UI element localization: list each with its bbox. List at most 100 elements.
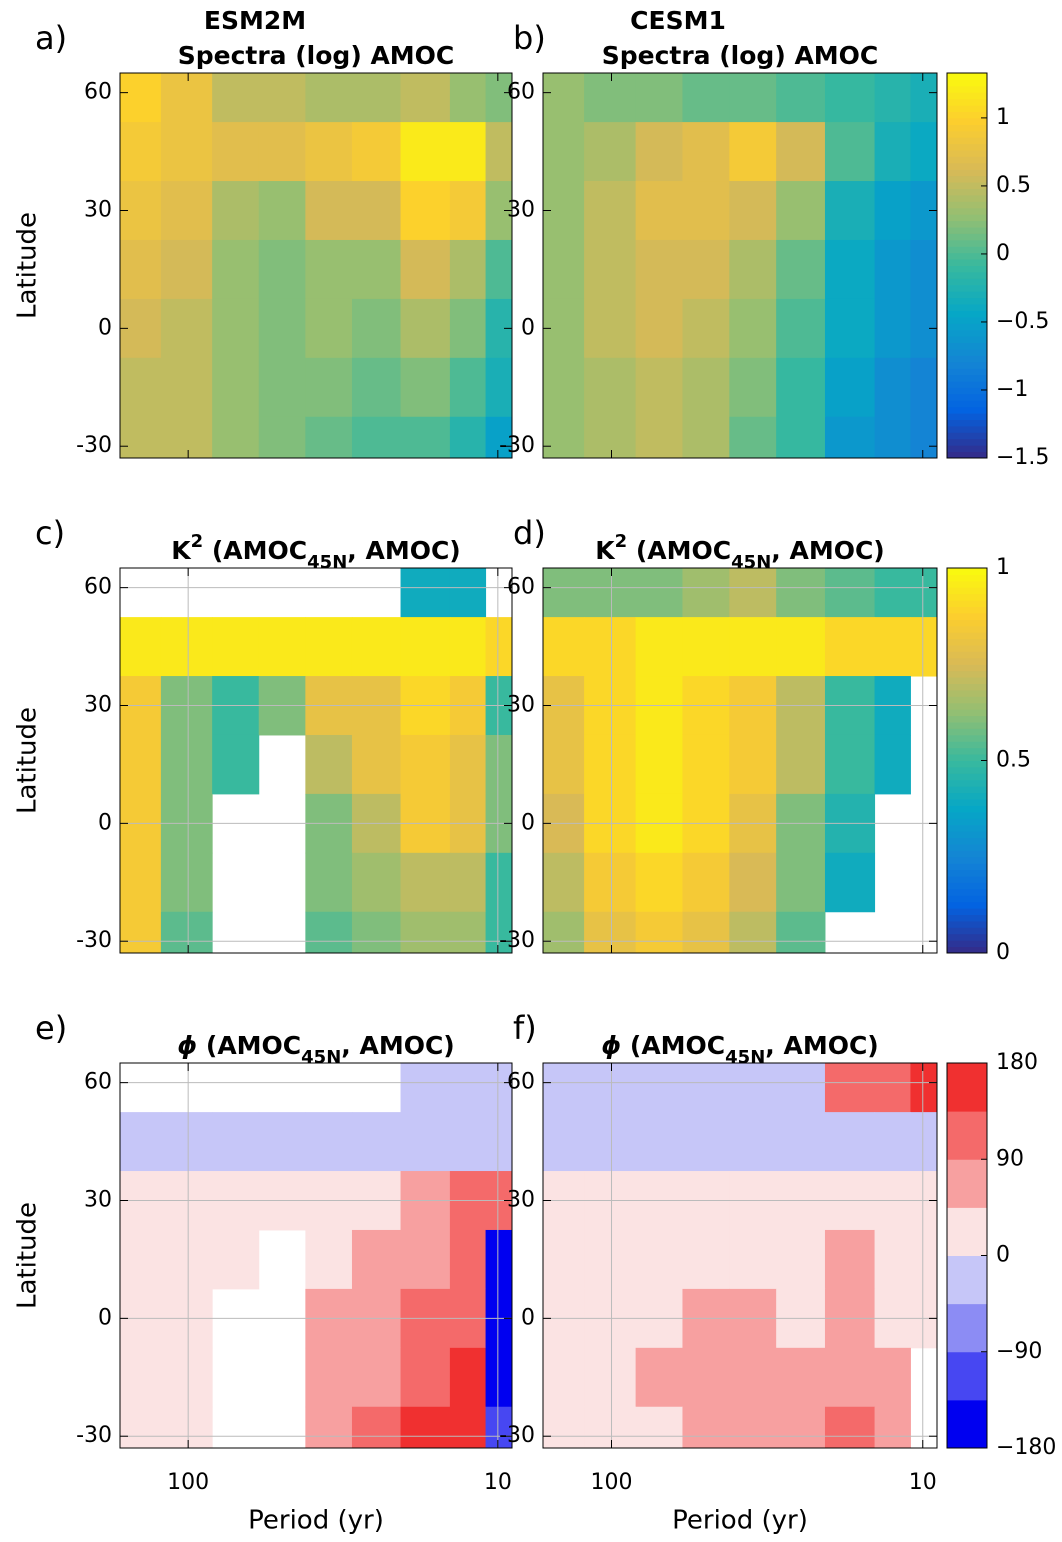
colorbar-tick-label: 0.5 [996, 748, 1031, 773]
heatmap-cell [212, 1112, 260, 1172]
colorbar-swatch [947, 73, 987, 80]
colorbar-swatch [947, 329, 987, 337]
title-part: , AMOC) [765, 1031, 878, 1060]
heatmap-cell [635, 568, 683, 618]
colorbar-swatch [947, 214, 987, 222]
heatmap-cell [120, 357, 162, 418]
heatmap-cell [400, 617, 451, 677]
heatmap-cell [305, 416, 353, 459]
heatmap-cell [635, 298, 683, 359]
colorbar-swatch [947, 220, 987, 228]
heatmap-cell [485, 416, 513, 459]
colorbar-swatch [947, 593, 987, 601]
colorbar-swatch [947, 1111, 987, 1160]
heatmap-cell [584, 298, 637, 359]
heatmap-cell [351, 852, 402, 913]
heatmap-cell [449, 1406, 487, 1449]
heatmap-cell [682, 1406, 730, 1449]
plot-frame [119, 1062, 513, 1449]
heatmap-cell [543, 1112, 585, 1172]
colorbar-swatch [947, 811, 987, 819]
colorbar-swatch [947, 130, 987, 138]
heatmap-cell [776, 181, 826, 241]
colorbar-swatch [947, 760, 987, 768]
y-tick-label: 30 [507, 198, 535, 223]
title-part: , AMOC) [347, 536, 460, 565]
colorbar-swatch [947, 336, 987, 343]
heatmap-cell [729, 1347, 777, 1408]
heatmap-cell [776, 617, 826, 677]
colorbar-swatch [947, 1255, 987, 1305]
heatmap-cell [874, 73, 911, 123]
colorbar-tick-label: −180 [996, 1435, 1056, 1460]
colorbar-tick-label: 0.5 [996, 173, 1031, 198]
heatmap-cell [584, 568, 637, 618]
heatmap-cell [400, 357, 451, 418]
heatmap-cell [824, 298, 876, 359]
heatmap-cell [543, 852, 585, 913]
colorbar-swatch [947, 297, 987, 305]
heatmap-cell [120, 852, 162, 913]
heatmap-cell [874, 122, 911, 182]
colorbar-swatch [947, 869, 987, 877]
heatmap-cell [635, 122, 683, 182]
heatmap-cell [729, 734, 777, 795]
panel-label: f) [513, 1009, 537, 1047]
heatmap-cell [485, 73, 513, 123]
heatmap-cell [824, 1229, 876, 1290]
colorbar-swatch [947, 239, 987, 247]
heatmap-cell [729, 1112, 777, 1172]
colorbar-swatch [947, 722, 987, 729]
x-tick-label: 100 [591, 1470, 633, 1495]
colorbar-swatch [947, 831, 987, 838]
heatmap-cell [258, 239, 306, 300]
heatmap-cell [824, 1347, 876, 1408]
colorbar-swatch [947, 606, 987, 614]
colorbar-swatch [947, 1159, 987, 1208]
heatmap-cell [400, 852, 451, 913]
heatmap-cell [485, 357, 513, 418]
colorbar-swatch [947, 779, 987, 787]
heatmap-cell [160, 357, 213, 418]
colorbar-swatch [947, 728, 987, 736]
heatmap-cell [776, 122, 826, 182]
heatmap-cell [485, 1406, 513, 1449]
heatmap-cell [160, 852, 213, 913]
colorbar-swatch [947, 271, 987, 279]
heatmap-cell [682, 181, 730, 241]
heatmap-cell [874, 181, 911, 241]
heatmap-cell [874, 416, 911, 459]
heatmap-cell [776, 852, 826, 913]
heatmap-cell [824, 1406, 876, 1449]
colorbar-swatch [947, 933, 987, 941]
plot-frame [542, 72, 938, 459]
colorbar-tick-label: 1 [996, 555, 1010, 580]
heatmap-cell [776, 1406, 826, 1449]
heatmap-cell [584, 1347, 637, 1408]
colorbar-swatch [947, 117, 987, 125]
heatmap-cell [305, 911, 353, 954]
colorbar-swatch [947, 342, 987, 350]
title-part: 45N [731, 552, 771, 573]
title-part: 2 [191, 531, 204, 552]
colorbar-swatch [947, 207, 987, 215]
heatmap-cell [305, 239, 353, 300]
heatmap-cell [543, 122, 585, 182]
heatmap-cell [543, 73, 585, 123]
colorbar-tick-label: 0 [996, 241, 1010, 266]
heatmap-cell [635, 357, 683, 418]
heatmap-cell [485, 1112, 513, 1172]
heatmap-cell [258, 298, 306, 359]
title-part: 2 [615, 531, 628, 552]
colorbar-swatch [947, 901, 987, 909]
colorbar-swatch [947, 124, 987, 132]
heatmap-cell [910, 357, 938, 418]
heatmap-cell [635, 1347, 683, 1408]
heatmap-cell [584, 122, 637, 182]
heatmap-cell [258, 122, 306, 182]
heatmap-cell [824, 1063, 876, 1113]
x-tick-label: 100 [167, 1470, 209, 1495]
colorbar-swatch [947, 1351, 987, 1401]
panel-label: e) [35, 1009, 67, 1047]
